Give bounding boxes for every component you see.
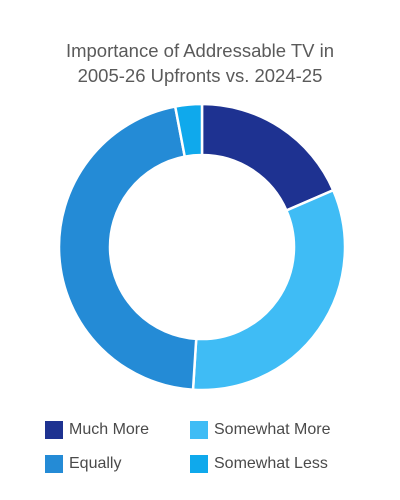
donut-slice-somewhat-less [173,102,204,159]
donut-slice-somewhat-more [191,188,347,392]
legend-item-somewhat-more: Somewhat More [190,420,375,440]
legend-swatch-somewhat-more [190,421,208,439]
chart-title-line-1: Importance of Addressable TV in [65,40,335,61]
legend-item-much-more: Much More [45,420,190,440]
donut-slice-much-more [200,102,335,213]
donut-slice-equally [57,105,198,392]
legend-label-equally: Equally [69,455,122,472]
chart-title-line-2: 2005-26 Upfronts vs. 2024-25 [77,65,323,86]
legend-label-somewhat-more: Somewhat More [214,421,331,438]
legend-label-much-more: Much More [69,421,150,438]
legend-label-somewhat-less: Somewhat Less [214,455,328,472]
legend-swatch-much-more [45,421,63,439]
chart-title: Importance of Addressable TV in 2005-26 … [0,38,400,88]
chart-legend: Much More Somewhat More Equally Somewhat… [45,420,375,474]
legend-swatch-equally [45,455,63,473]
legend-item-equally: Equally [45,454,190,474]
legend-item-somewhat-less: Somewhat Less [190,454,375,474]
legend-swatch-somewhat-less [190,455,208,473]
